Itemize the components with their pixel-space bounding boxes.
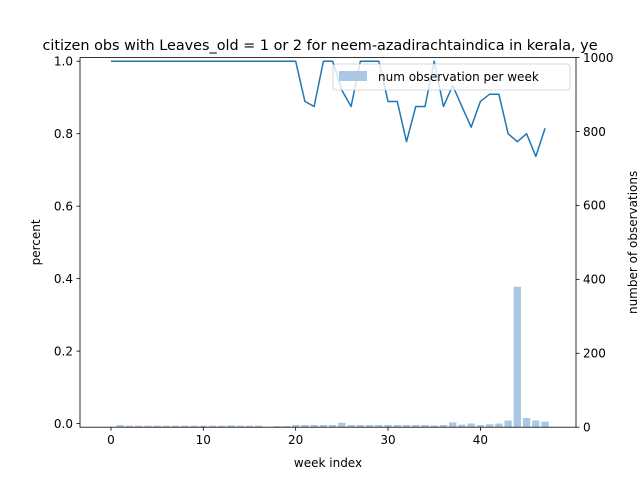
y-tick-label-right: 400 xyxy=(583,273,606,287)
legend: num observation per week xyxy=(332,63,571,91)
bar xyxy=(430,425,438,428)
bar xyxy=(365,424,374,428)
bar xyxy=(532,420,540,428)
line-series-percent xyxy=(110,60,546,158)
legend-swatch xyxy=(339,71,367,81)
bar xyxy=(495,423,503,428)
x-tick-label: 40 xyxy=(473,433,488,447)
y-tick-label-right: 1000 xyxy=(583,51,614,65)
bar xyxy=(153,425,161,428)
y-axis-left: 0.0 0.2 0.4 0.6 0.8 1.0 xyxy=(54,55,80,431)
bar xyxy=(319,424,328,428)
bar xyxy=(347,424,355,428)
bar xyxy=(227,425,235,428)
bar xyxy=(171,425,180,428)
bar xyxy=(513,286,522,428)
bar xyxy=(301,424,309,428)
bar xyxy=(541,421,549,428)
y-tick-label-left: 0.0 xyxy=(54,417,73,431)
bar xyxy=(522,417,531,428)
bar xyxy=(467,423,475,428)
y-tick-label-left: 0.8 xyxy=(54,127,73,141)
chart-title: citizen obs with Leaves_old = 1 or 2 for… xyxy=(42,38,597,54)
bar xyxy=(282,426,291,428)
bar xyxy=(356,424,365,428)
bar xyxy=(421,424,429,428)
bar xyxy=(476,424,485,428)
bar xyxy=(190,425,198,428)
bar xyxy=(273,426,281,428)
y-tick-label-right: 800 xyxy=(583,125,606,139)
bar xyxy=(162,425,171,428)
bar xyxy=(134,425,143,428)
y-tick-label-left: 1.0 xyxy=(54,55,73,69)
x-tick-label: 0 xyxy=(107,433,115,447)
x-tick-label: 30 xyxy=(380,433,395,447)
plot-frame xyxy=(79,57,577,428)
y-tick-label-right: 600 xyxy=(583,199,606,213)
bar xyxy=(236,425,244,428)
x-tick-label: 10 xyxy=(196,433,211,447)
y-tick-label-right: 0 xyxy=(583,421,591,435)
y-axis-label-right: number of observations xyxy=(626,171,640,314)
y-tick-label-left: 0.2 xyxy=(54,344,73,358)
x-axis-label: week index xyxy=(294,456,362,470)
bar xyxy=(245,425,254,428)
bar xyxy=(384,424,392,428)
bar-series xyxy=(107,286,549,428)
y-axis-label-left: percent xyxy=(29,219,43,265)
y-tick-label-right: 200 xyxy=(583,347,606,361)
bar xyxy=(218,425,226,428)
bar xyxy=(338,422,346,428)
bar xyxy=(485,424,494,428)
y-tick-label-left: 0.6 xyxy=(54,199,73,213)
x-axis: 0 10 20 30 40 xyxy=(107,427,488,447)
bar xyxy=(439,424,448,428)
legend-label: num observation per week xyxy=(378,70,539,84)
bar xyxy=(199,425,208,428)
bar xyxy=(208,425,217,428)
bar xyxy=(375,424,383,428)
bar xyxy=(458,424,466,428)
bar xyxy=(144,425,152,428)
y-tick-label-left: 0.4 xyxy=(54,272,73,286)
legend-box xyxy=(332,63,571,91)
y-axis-right: 0 200 400 600 800 1000 xyxy=(576,51,614,435)
bar xyxy=(402,424,411,428)
bar xyxy=(328,424,337,428)
bar xyxy=(310,424,318,428)
bar xyxy=(125,425,134,428)
bar xyxy=(291,424,300,428)
bar xyxy=(448,422,457,428)
bar xyxy=(412,424,420,428)
x-tick-label: 20 xyxy=(288,433,303,447)
bar xyxy=(181,425,189,428)
bar xyxy=(255,425,263,428)
bar xyxy=(393,424,401,428)
bar xyxy=(116,424,124,428)
bar xyxy=(504,420,512,428)
